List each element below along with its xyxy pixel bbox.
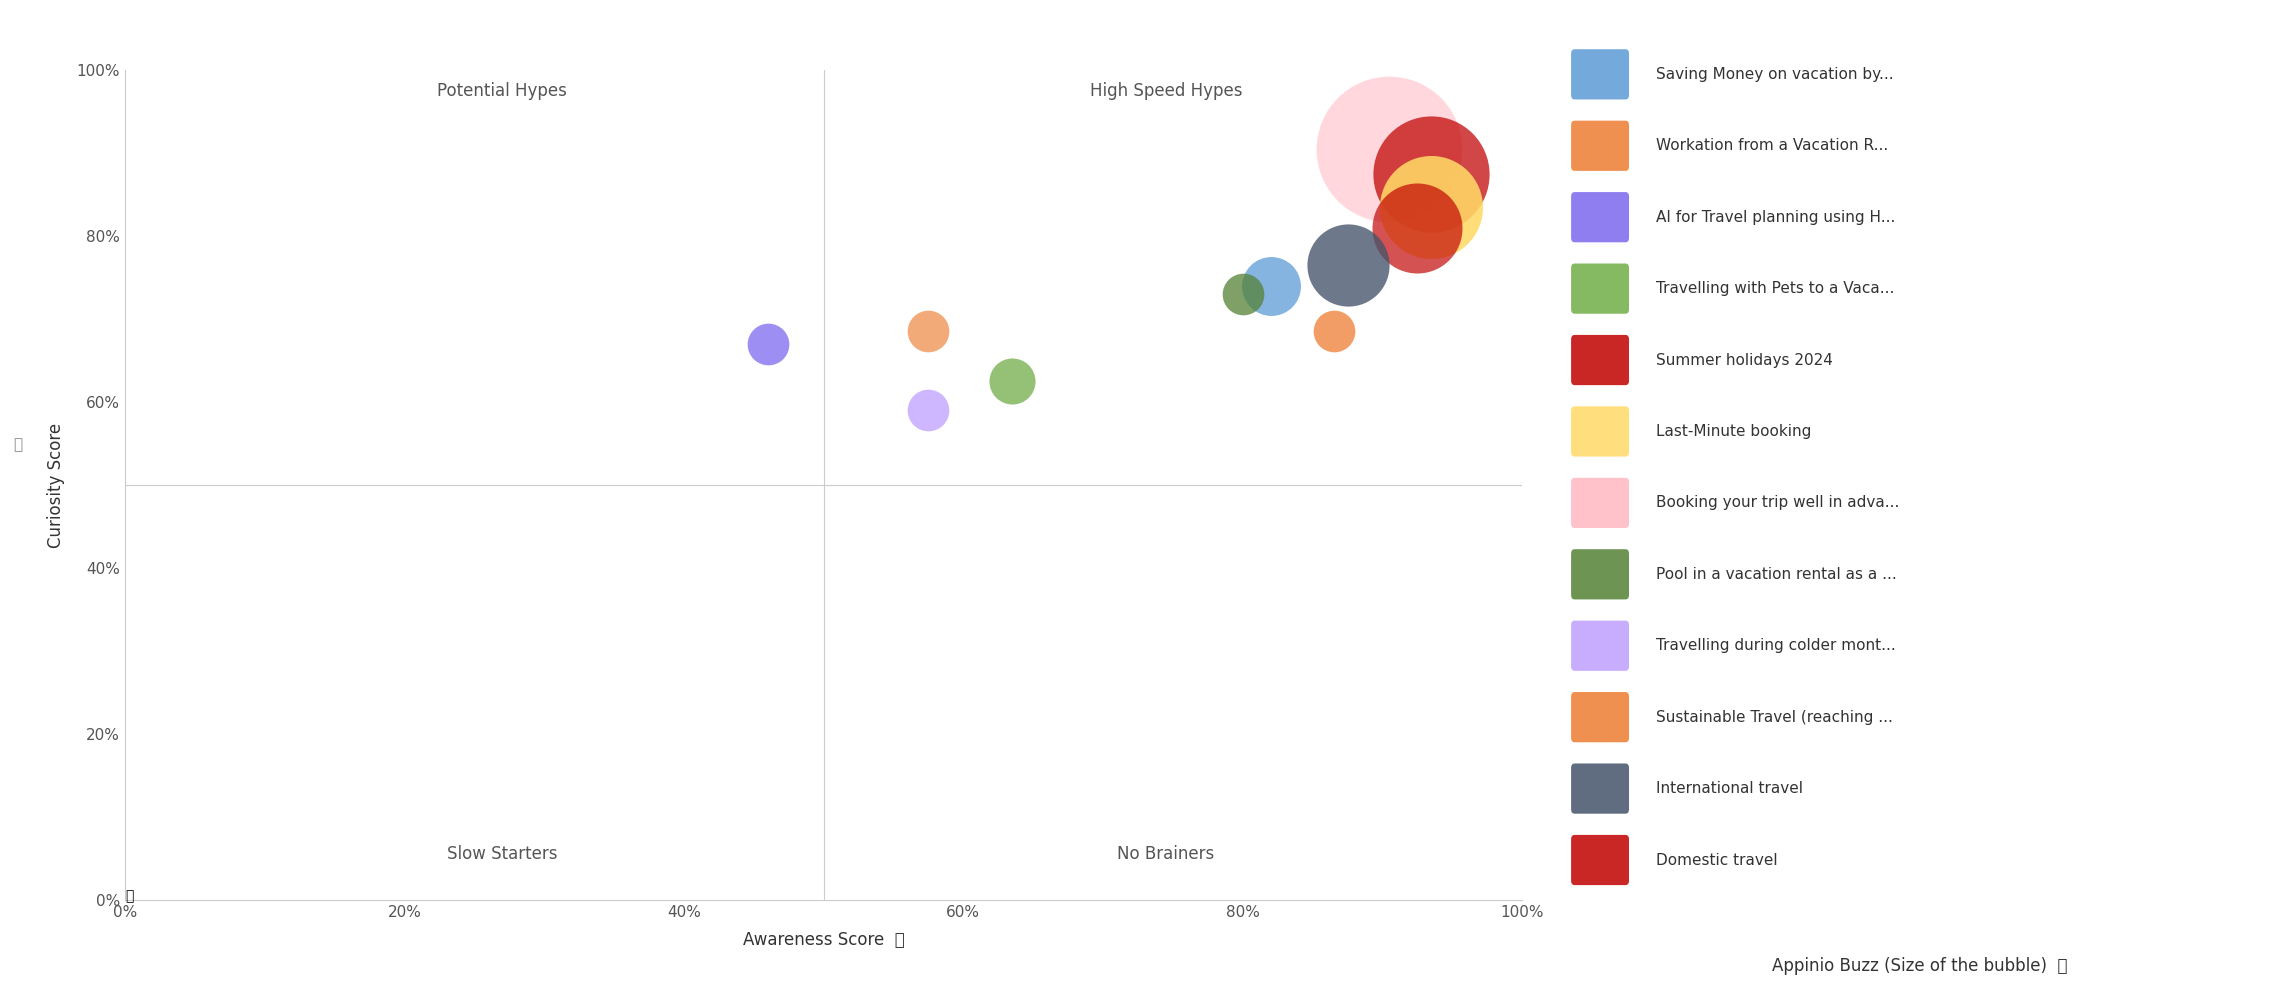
Text: ⓘ: ⓘ bbox=[125, 889, 134, 903]
Point bbox=[1225, 286, 1261, 302]
FancyBboxPatch shape bbox=[1570, 335, 1629, 385]
Text: High Speed Hypes: High Speed Hypes bbox=[1091, 82, 1243, 100]
Point bbox=[1329, 257, 1365, 273]
Text: Slow Starters: Slow Starters bbox=[448, 845, 557, 863]
Point bbox=[1400, 220, 1436, 236]
Point bbox=[911, 402, 947, 418]
Text: Potential Hypes: Potential Hypes bbox=[436, 82, 568, 100]
FancyBboxPatch shape bbox=[1570, 549, 1629, 599]
FancyBboxPatch shape bbox=[1570, 763, 1629, 814]
FancyBboxPatch shape bbox=[1570, 835, 1629, 885]
Text: Sustainable Travel (reaching ...: Sustainable Travel (reaching ... bbox=[1656, 710, 1893, 725]
Text: Saving Money on vacation by...: Saving Money on vacation by... bbox=[1656, 67, 1895, 82]
Point bbox=[1372, 141, 1409, 157]
FancyBboxPatch shape bbox=[1570, 692, 1629, 742]
FancyBboxPatch shape bbox=[1570, 121, 1629, 171]
X-axis label: Awareness Score  ⓘ: Awareness Score ⓘ bbox=[743, 931, 904, 949]
Text: Booking your trip well in adva...: Booking your trip well in adva... bbox=[1656, 495, 1899, 510]
Point bbox=[911, 323, 947, 339]
Y-axis label: Curiosity Score: Curiosity Score bbox=[48, 422, 66, 548]
Text: Pool in a vacation rental as a ...: Pool in a vacation rental as a ... bbox=[1656, 567, 1897, 582]
Text: ⓘ: ⓘ bbox=[14, 438, 23, 452]
Text: Summer holidays 2024: Summer holidays 2024 bbox=[1656, 353, 1834, 368]
Text: Appinio Buzz (Size of the bubble)  ⓘ: Appinio Buzz (Size of the bubble) ⓘ bbox=[1772, 957, 2068, 975]
Point bbox=[1252, 278, 1288, 294]
Text: Domestic travel: Domestic travel bbox=[1656, 853, 1779, 868]
Text: AI for Travel planning using H...: AI for Travel planning using H... bbox=[1656, 210, 1895, 225]
Point bbox=[995, 373, 1031, 389]
Text: Workation from a Vacation R...: Workation from a Vacation R... bbox=[1656, 138, 1888, 153]
FancyBboxPatch shape bbox=[1570, 192, 1629, 242]
Text: International travel: International travel bbox=[1656, 781, 1804, 796]
FancyBboxPatch shape bbox=[1570, 478, 1629, 528]
Text: Travelling during colder mont...: Travelling during colder mont... bbox=[1656, 638, 1897, 653]
FancyBboxPatch shape bbox=[1570, 49, 1629, 99]
Point bbox=[1413, 199, 1450, 215]
Text: No Brainers: No Brainers bbox=[1118, 845, 1216, 863]
Text: Travelling with Pets to a Vaca...: Travelling with Pets to a Vaca... bbox=[1656, 281, 1895, 296]
FancyBboxPatch shape bbox=[1570, 264, 1629, 314]
Point bbox=[1413, 166, 1450, 182]
FancyBboxPatch shape bbox=[1570, 406, 1629, 457]
Point bbox=[1315, 323, 1352, 339]
FancyBboxPatch shape bbox=[1570, 621, 1629, 671]
Point bbox=[750, 336, 786, 352]
Text: Last-Minute booking: Last-Minute booking bbox=[1656, 424, 1811, 439]
